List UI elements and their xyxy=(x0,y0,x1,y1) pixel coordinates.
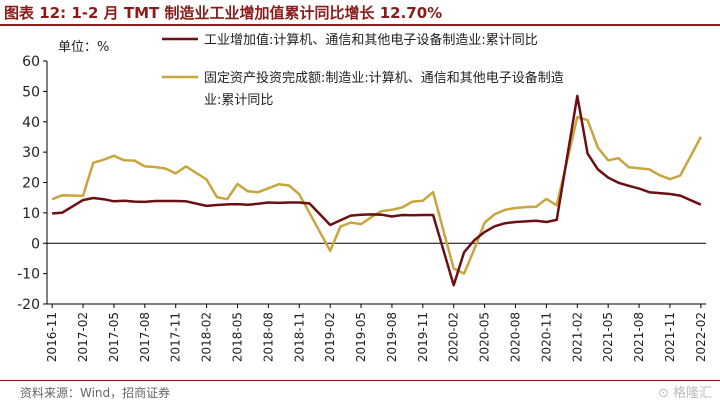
x-tick-label: 2021-02 xyxy=(570,312,584,362)
y-tick-label: 10 xyxy=(22,206,40,222)
x-tick-label: 2019-02 xyxy=(323,312,337,362)
legend: 工业增加值:计算机、通信和其他电子设备制造业:累计同比 固定资产投资完成额:制造… xyxy=(162,32,568,108)
bottom-rule xyxy=(0,380,720,381)
x-tick-label: 2018-11 xyxy=(292,312,306,362)
x-tick-label: 2016-11 xyxy=(45,312,59,362)
x-tick-label: 2017-11 xyxy=(169,312,183,362)
source-note: 资料来源：Wind，招商证券 xyxy=(20,386,171,400)
legend-label-series-2-line-1: 固定资产投资完成额:制造业:计算机、通信和其他电子设备制造 xyxy=(204,70,564,86)
y-tick-label: 30 xyxy=(22,145,40,161)
top-rule xyxy=(0,24,720,26)
y-tick-label: 50 xyxy=(22,84,40,100)
chart-title: 图表 12: 1-2 月 TMT 制造业工业增加值累计同比增长 12.70% xyxy=(4,4,443,22)
y-tick-label: -20 xyxy=(17,297,40,313)
x-tick-label: 2022-02 xyxy=(694,312,708,362)
y-tick-label: 40 xyxy=(22,115,40,131)
x-tick-label: 2021-08 xyxy=(632,312,646,362)
x-tick-label: 2018-02 xyxy=(200,312,214,362)
y-tick-label: -10 xyxy=(17,267,40,283)
y-tick-label: 20 xyxy=(22,176,40,192)
x-tick-label: 2021-11 xyxy=(663,312,677,362)
x-tick-label: 2017-05 xyxy=(107,312,121,362)
legend-label-series-2: 固定资产投资完成额:制造业:计算机、通信和其他电子设备制造 业:累计同比 xyxy=(204,70,568,108)
y-axis-unit-label: 单位：% xyxy=(58,40,109,55)
x-tick-label: 2019-05 xyxy=(354,312,368,362)
legend-label-series-1: 工业增加值:计算机、通信和其他电子设备制造业:累计同比 xyxy=(204,32,538,48)
x-tick-label: 2020-08 xyxy=(509,312,523,362)
x-tick-label: 2019-08 xyxy=(385,312,399,362)
series-lines xyxy=(51,94,703,287)
x-tick-label: 2017-02 xyxy=(76,312,90,362)
x-tick-label: 2019-11 xyxy=(416,312,430,362)
x-tick-label: 2018-05 xyxy=(230,312,244,362)
series-line-2 xyxy=(51,115,703,275)
x-tick-label: 2020-11 xyxy=(539,312,553,362)
y-tick-label: 0 xyxy=(31,236,40,252)
y-axis-ticks: -20 -10 0 10 20 30 40 50 60 xyxy=(17,54,47,313)
x-tick-label: 2021-05 xyxy=(601,312,615,362)
x-tick-label: 2017-08 xyxy=(138,312,152,362)
x-tick-label: 2018-08 xyxy=(261,312,275,362)
x-tick-label: 2020-05 xyxy=(478,312,492,362)
watermark-logo: ⊙ 格隆汇 xyxy=(657,386,712,401)
x-axis-ticks: 2016-11 2017-02 2017-05 2017-08 2017-11 2018-… xyxy=(45,304,708,362)
y-tick-label: 60 xyxy=(22,54,40,70)
x-tick-label: 2020-02 xyxy=(447,312,461,362)
legend-label-series-2-line-2: 业:累计同比 xyxy=(204,93,273,108)
series-line-1 xyxy=(51,94,702,287)
